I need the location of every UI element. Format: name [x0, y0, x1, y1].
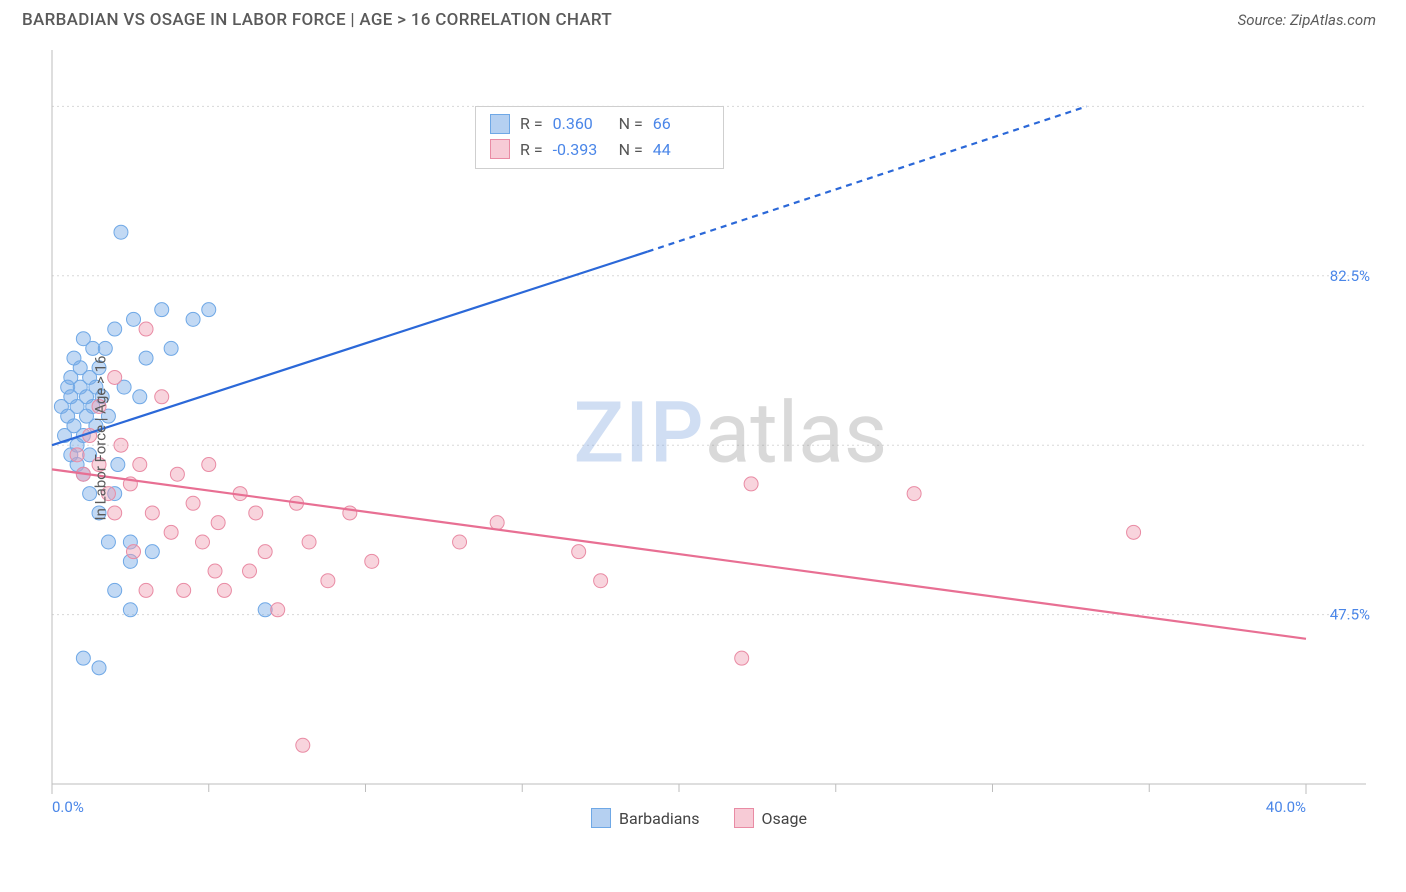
n-label: N = — [619, 111, 643, 137]
r-label: R = — [520, 111, 543, 137]
swatch-osage — [490, 139, 510, 159]
stats-box: R = 0.360 N = 66 R = -0.393 N = 44 — [475, 106, 724, 169]
n-value-osage: 44 — [653, 137, 709, 163]
legend-item-osage: Osage — [734, 808, 807, 828]
swatch-barbadians — [490, 114, 510, 134]
source-label: Source: ZipAtlas.com — [1238, 11, 1376, 29]
r-value-barbadians: 0.360 — [553, 111, 609, 137]
bottom-legend: Barbadians Osage — [22, 808, 1376, 828]
r-value-osage: -0.393 — [553, 137, 609, 163]
legend-item-barbadians: Barbadians — [591, 808, 700, 828]
legend-label-barbadians: Barbadians — [619, 809, 700, 828]
legend-swatch-osage — [734, 808, 754, 828]
svg-text:47.5%: 47.5% — [1330, 606, 1370, 624]
r-label: R = — [520, 137, 543, 163]
svg-text:82.5%: 82.5% — [1330, 267, 1370, 285]
chart-area: In Labor Force | Age > 16 47.5%82.5%0.0%… — [22, 44, 1376, 832]
y-axis-title: In Labor Force | Age > 16 — [91, 356, 109, 521]
n-label: N = — [619, 137, 643, 163]
stats-row-barbadians: R = 0.360 N = 66 — [490, 111, 709, 137]
legend-swatch-barbadians — [591, 808, 611, 828]
legend-label-osage: Osage — [762, 809, 807, 828]
chart-title: BARBADIAN VS OSAGE IN LABOR FORCE | AGE … — [22, 10, 612, 30]
stats-row-osage: R = -0.393 N = 44 — [490, 137, 709, 163]
n-value-barbadians: 66 — [653, 111, 709, 137]
